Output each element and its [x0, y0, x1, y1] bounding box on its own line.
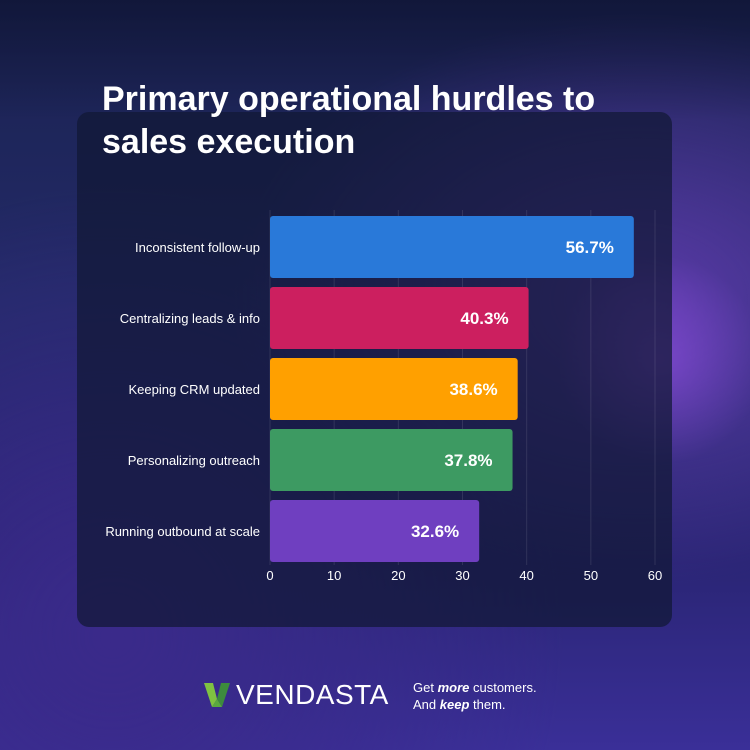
bar — [270, 287, 529, 349]
category-label: Personalizing outreach — [128, 453, 260, 468]
x-tick-label: 60 — [648, 568, 662, 583]
category-label: Keeping CRM updated — [128, 382, 260, 397]
x-tick-label: 40 — [519, 568, 533, 583]
data-label: 56.7% — [566, 238, 614, 257]
x-tick-label: 0 — [266, 568, 273, 583]
chart-title: Primary operational hurdles to sales exe… — [102, 80, 596, 161]
x-tick-label: 20 — [391, 568, 405, 583]
category-label: Running outbound at scale — [105, 524, 260, 539]
data-label: 40.3% — [460, 309, 508, 328]
bar — [270, 429, 513, 491]
x-tick-label: 50 — [584, 568, 598, 583]
x-tick-label: 30 — [455, 568, 469, 583]
bar — [270, 358, 518, 420]
bar — [270, 500, 480, 562]
tagline-line-1: Get more customers. — [413, 680, 537, 695]
tagline-line-2: And keep them. — [413, 697, 506, 712]
x-tick-label: 10 — [327, 568, 341, 583]
brand-tagline: Get more customers. And keep them. — [413, 679, 537, 713]
data-label: 38.6% — [449, 380, 497, 399]
vendasta-v-icon — [204, 683, 230, 707]
data-label: 32.6% — [411, 522, 459, 541]
category-label: Centralizing leads & info — [120, 311, 260, 326]
brand-name: VENDASTA — [236, 679, 389, 710]
data-label: 37.8% — [444, 451, 492, 470]
category-label: Inconsistent follow-up — [135, 240, 260, 255]
background-shade — [0, 0, 750, 120]
bar — [270, 216, 634, 278]
